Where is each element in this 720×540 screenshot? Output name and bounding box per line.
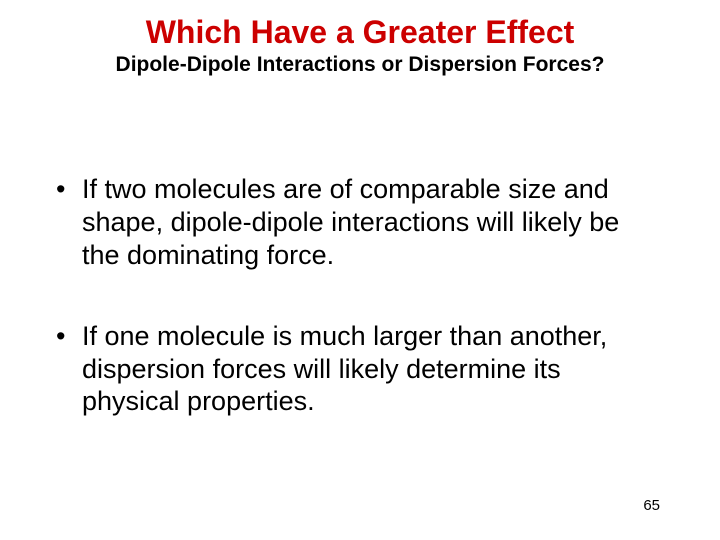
bullet-text: If one molecule is much larger than anot… [82,320,662,419]
bullet-text: If two molecules are of comparable size … [82,173,662,272]
bullet-marker: • [54,320,82,353]
spacer [54,272,662,320]
slide-title: Which Have a Greater Effect [50,14,670,51]
page-number: 65 [643,497,660,514]
slide-subtitle: Dipole-Dipole Interactions or Dispersion… [50,53,670,77]
list-item: • If one molecule is much larger than an… [54,320,662,419]
slide: Which Have a Greater Effect Dipole-Dipol… [0,0,720,540]
bullet-marker: • [54,173,82,206]
bullet-list: • If two molecules are of comparable siz… [50,173,670,419]
list-item: • If two molecules are of comparable siz… [54,173,662,272]
